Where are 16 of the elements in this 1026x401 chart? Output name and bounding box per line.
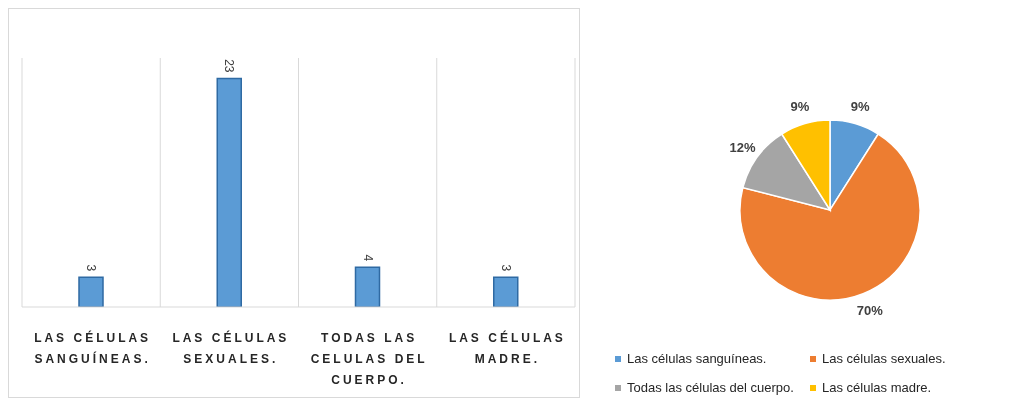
x-tick-label: LAS CÉLULAS SANGUÍNEAS. bbox=[34, 330, 152, 366]
data-label: 3 bbox=[84, 264, 98, 272]
data-label: 12% bbox=[729, 139, 757, 155]
legend-label: Todas las células del cuerpo. bbox=[627, 380, 794, 395]
x-tick-label: LAS CÉLULAS MADRE. bbox=[448, 330, 566, 366]
data-label: 70% bbox=[856, 302, 884, 318]
data-label: 3 bbox=[498, 264, 513, 272]
legend-label: Las células sanguíneas. bbox=[627, 351, 767, 366]
data-label: 23 bbox=[222, 59, 237, 73]
data-label: 9% bbox=[790, 98, 810, 114]
x-tick-label: LAS CÉLULAS SEXUALES. bbox=[172, 330, 290, 366]
legend-label: Las células madre. bbox=[822, 380, 932, 395]
legend-label: Las células sexuales. bbox=[822, 351, 946, 366]
data-label: 4 bbox=[360, 254, 375, 262]
x-tick-label: TODAS LAS CELULAS DEL CUERPO. bbox=[310, 331, 428, 387]
data-label: 9% bbox=[850, 98, 870, 114]
